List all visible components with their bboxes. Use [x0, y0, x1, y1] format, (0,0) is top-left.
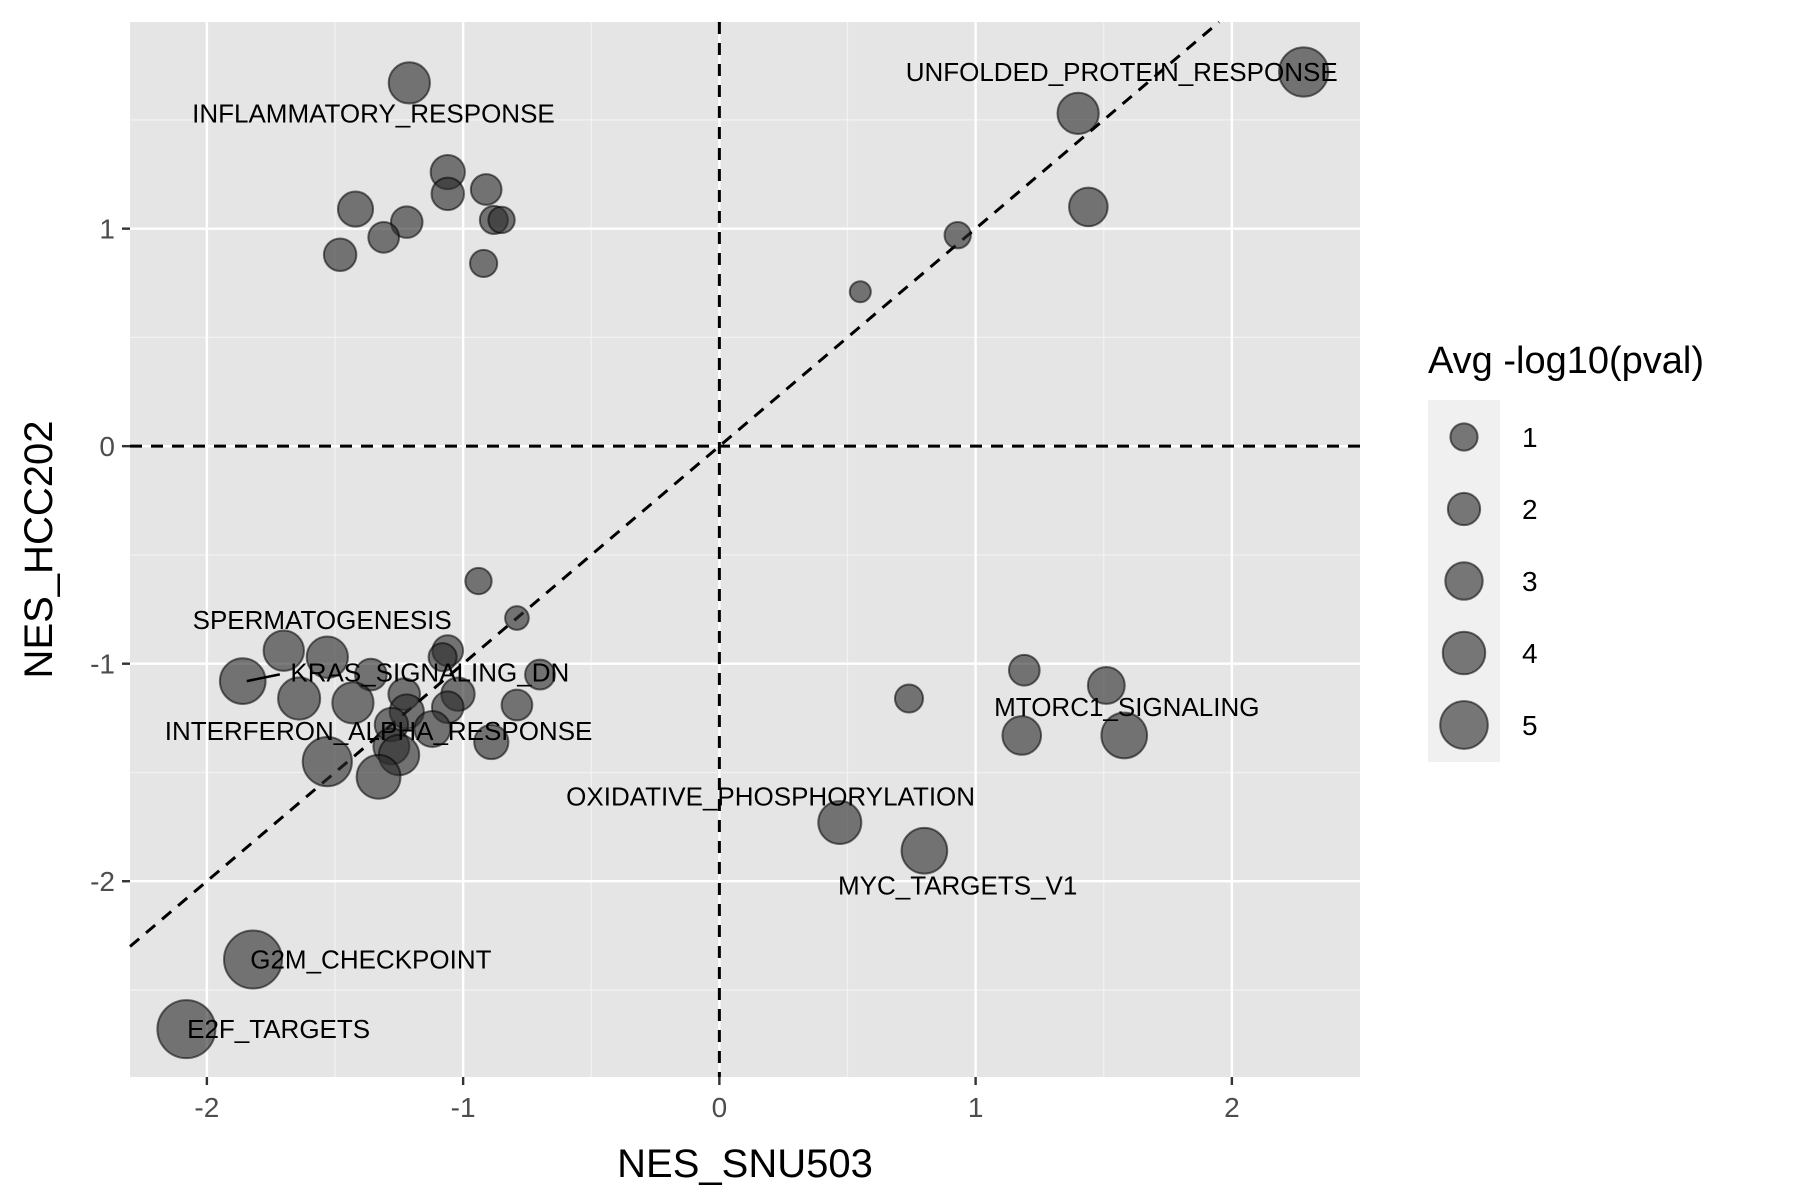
data-point — [389, 205, 424, 239]
point-label: INTERFERON_ALPHA_RESPONSE — [165, 716, 593, 746]
y-tick-label: -2 — [90, 866, 115, 897]
point-label: OXIDATIVE_PHOSPHORYLATION — [566, 781, 975, 811]
point-label: E2F_TARGETS — [187, 1014, 370, 1044]
point-label: MTORC1_SIGNALING — [994, 692, 1259, 722]
legend-size-key — [1444, 561, 1484, 601]
legend-size-key — [1446, 491, 1482, 527]
point-labels: UNFOLDED_PROTEIN_RESPONSE INFLAMMATORY_RE… — [165, 57, 1338, 1044]
data-point — [1100, 711, 1149, 760]
data-point — [1278, 46, 1330, 98]
data-point — [218, 657, 267, 705]
data-point — [354, 657, 388, 692]
data-point — [367, 220, 401, 254]
data-point — [900, 826, 949, 875]
data-point — [848, 280, 872, 304]
data-point — [500, 688, 534, 722]
legend-size-key — [1441, 630, 1487, 676]
x-tick-label: 0 — [712, 1092, 728, 1123]
data-point — [469, 248, 499, 279]
data-point — [1068, 186, 1109, 228]
legend-size-label: 4 — [1522, 638, 1538, 669]
reference-lines — [129, 20, 1360, 1077]
legend-title: Avg -log10(pval) — [1428, 340, 1704, 382]
data-points — [156, 46, 1330, 1060]
point-label: SPERMATOGENESIS — [193, 605, 452, 635]
plot-panel — [130, 22, 1360, 1077]
data-point — [223, 929, 283, 990]
x-tick-label: 1 — [968, 1092, 984, 1123]
data-point — [322, 237, 358, 272]
axis-ticks: -2 -1 0 1 2 -2 -1 0 1 — [90, 214, 1240, 1123]
legend-size-label: 1 — [1522, 422, 1538, 453]
data-point — [427, 642, 458, 673]
legend-size-key — [1449, 422, 1479, 452]
data-point — [355, 753, 402, 800]
data-point — [430, 176, 465, 212]
x-axis-title: NES_SNU503 — [617, 1142, 873, 1186]
point-label: INFLAMMATORY_RESPONSE — [192, 98, 555, 128]
data-point — [504, 605, 530, 631]
data-point — [277, 676, 322, 721]
data-point — [893, 683, 925, 714]
data-point — [387, 61, 431, 105]
data-point — [262, 629, 305, 672]
data-point — [469, 173, 503, 206]
point-label: G2M_CHECKPOINT — [250, 945, 491, 975]
legend-size-label: 2 — [1522, 494, 1538, 525]
data-point — [524, 658, 556, 691]
data-point — [487, 205, 516, 235]
data-point — [1086, 666, 1126, 705]
data-point — [336, 190, 375, 228]
legend-items: 1 2 3 4 5 — [1439, 422, 1538, 750]
y-tick-label: 0 — [99, 431, 115, 462]
x-tick-label: -1 — [451, 1092, 476, 1123]
data-point — [331, 681, 375, 725]
data-point — [301, 735, 353, 788]
size-legend: Avg -log10(pval) 1 2 3 4 5 — [1428, 340, 1704, 762]
data-point — [1007, 653, 1041, 687]
point-label: KRAS_SIGNALING_DN — [290, 657, 569, 687]
x-tick-label: -2 — [194, 1092, 219, 1123]
legend-size-label: 3 — [1522, 566, 1538, 597]
data-point — [943, 221, 972, 250]
y-axis-title: NES_HCC202 — [17, 421, 61, 679]
point-label: UNFOLDED_PROTEIN_RESPONSE — [906, 57, 1338, 87]
data-point — [305, 635, 349, 679]
data-point — [817, 799, 863, 846]
data-point — [1056, 91, 1100, 136]
data-point — [1001, 715, 1043, 756]
legend-size-label: 5 — [1522, 710, 1538, 741]
point-label: MYC_TARGETS_V1 — [838, 871, 1077, 901]
label-leader-line — [246, 673, 281, 683]
data-point — [413, 709, 452, 748]
legend-size-key — [1439, 700, 1489, 750]
x-tick-label: 2 — [1224, 1092, 1240, 1123]
data-point — [156, 999, 217, 1060]
data-point — [473, 723, 510, 761]
y-tick-label: 1 — [99, 214, 115, 245]
data-point — [464, 566, 493, 596]
reference-line-diagonal — [129, 20, 1221, 948]
y-tick-label: -1 — [90, 649, 115, 680]
